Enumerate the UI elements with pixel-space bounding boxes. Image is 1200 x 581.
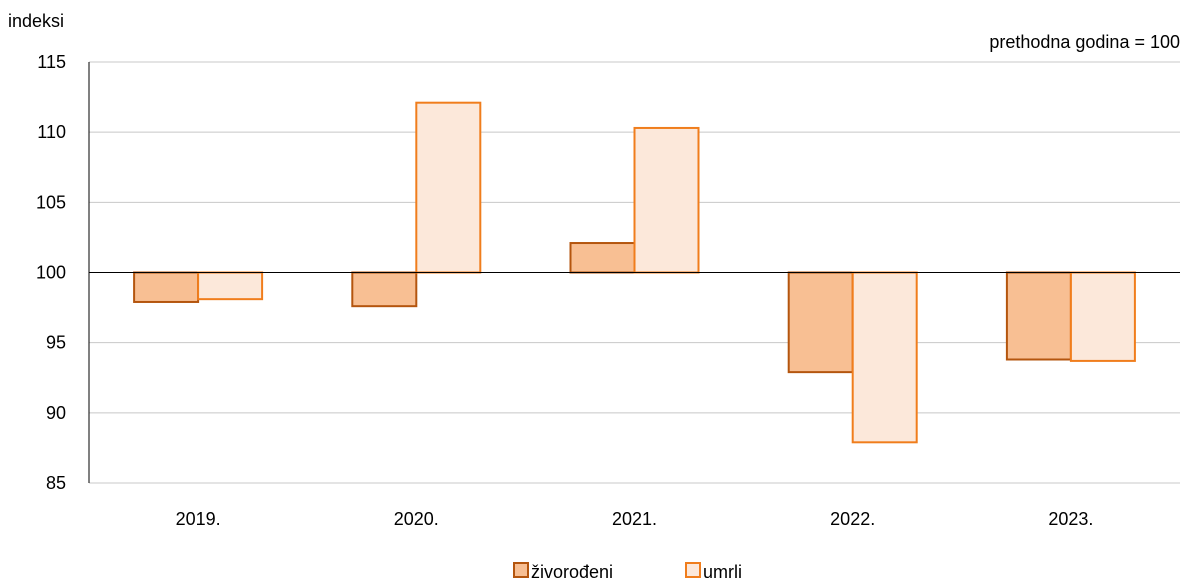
x-tick-label: 2020. (394, 509, 439, 529)
y-tick-label: 110 (37, 122, 66, 142)
x-tick-label: 2019. (176, 509, 221, 529)
bar-umrli-2023 (1069, 271, 1136, 362)
bar-umrli-2021 (633, 126, 700, 274)
bar-zivorodeni-2023 (1005, 271, 1072, 361)
bars (133, 101, 1136, 444)
legend-item-umrli: umrli (685, 562, 742, 581)
x-tick-label: 2022. (830, 509, 875, 529)
legend: živorođeni umrli (513, 562, 742, 581)
y-tick-label: 85 (46, 473, 66, 493)
bar-zivorodeni-2020 (351, 271, 418, 308)
x-tick-labels: 2019. 2020. 2021. 2022. 2023. (176, 509, 1094, 529)
axes (88, 62, 1180, 483)
legend-label-umrli: umrli (703, 562, 742, 581)
x-tick-label: 2021. (612, 509, 657, 529)
bar-zivorodeni-2019 (133, 271, 200, 303)
y-axis-label: indeksi (8, 11, 64, 31)
y-tick-label: 100 (36, 263, 66, 283)
y-tick-label: 115 (37, 52, 66, 72)
legend-item-zivorodeni: živorođeni (513, 562, 613, 581)
y-tick-label: 95 (46, 333, 66, 353)
y-tick-label: 90 (46, 403, 66, 423)
bar-umrli-2020 (415, 101, 482, 274)
legend-swatch-zivorodeni (513, 562, 529, 578)
y-tick-label: 105 (36, 192, 66, 212)
bar-zivorodeni-2021 (569, 242, 636, 274)
legend-label-zivorodeni: živorođeni (531, 562, 613, 581)
y-tick-labels: 85 90 95 100 105 110 115 (36, 52, 66, 493)
x-tick-label: 2023. (1048, 509, 1093, 529)
bar-umrli-2022 (851, 271, 918, 444)
chart-note: prethodna godina = 100 (989, 32, 1180, 52)
bar-umrli-2019 (197, 271, 264, 301)
bar-zivorodeni-2022 (787, 271, 854, 374)
legend-swatch-umrli (685, 562, 701, 578)
